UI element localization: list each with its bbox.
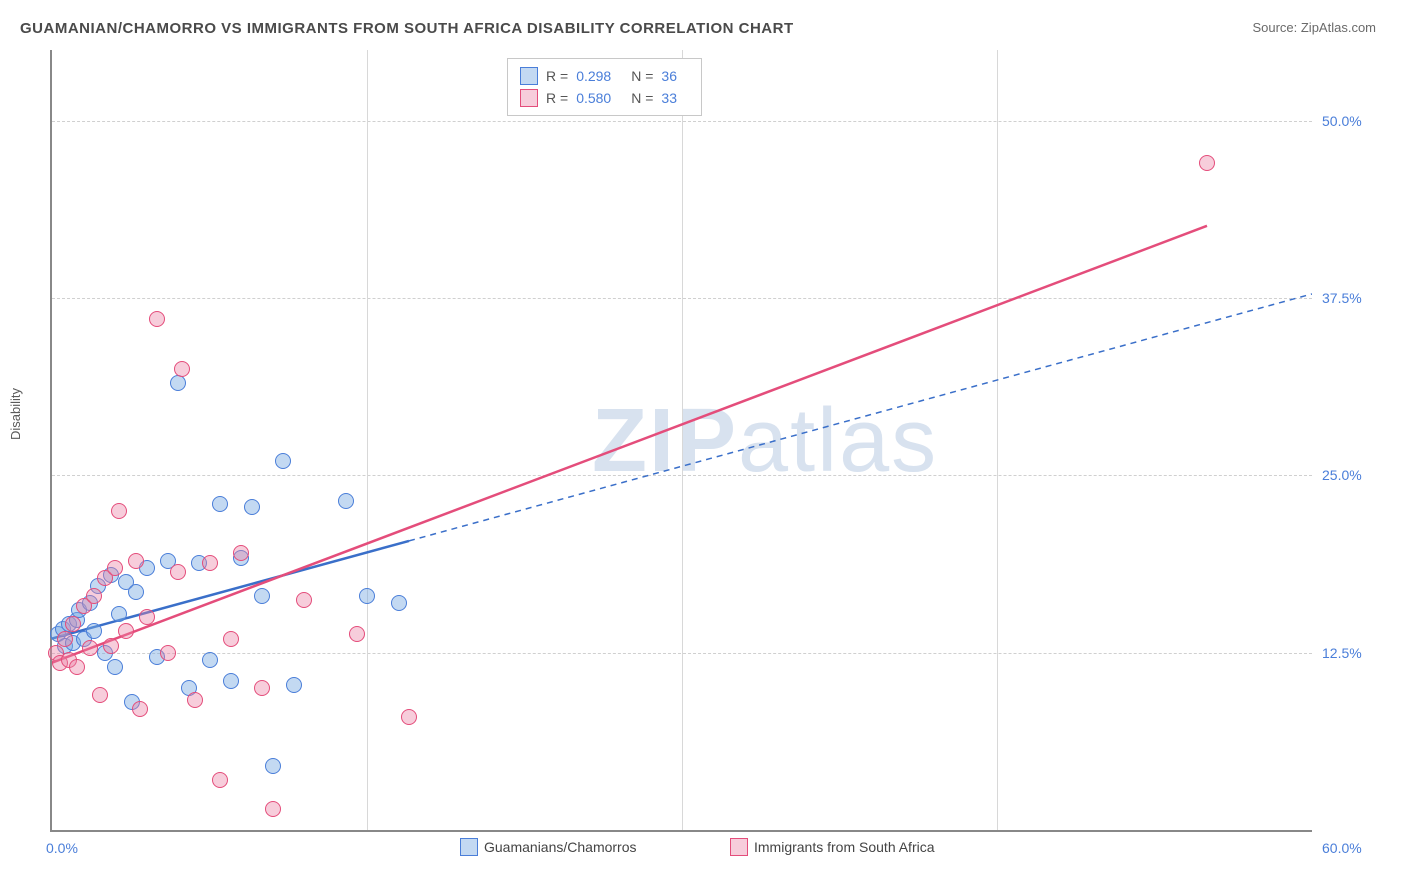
legend-label-southafrica: Immigrants from South Africa: [754, 839, 935, 855]
scatter-point-southafrica: [233, 545, 249, 561]
scatter-point-southafrica: [128, 553, 144, 569]
y-tick-label: 25.0%: [1322, 467, 1362, 483]
scatter-point-guamanian: [170, 375, 186, 391]
trendline-southafrica: [52, 226, 1207, 663]
stat-r-label: R =: [546, 65, 568, 87]
scatter-point-guamanian: [202, 652, 218, 668]
scatter-point-guamanian: [244, 499, 260, 515]
scatter-point-guamanian: [212, 496, 228, 512]
swatch-southafrica: [520, 89, 538, 107]
watermark: ZIPatlas: [592, 390, 938, 493]
scatter-point-southafrica: [349, 626, 365, 642]
scatter-point-southafrica: [265, 801, 281, 817]
scatter-point-southafrica: [187, 692, 203, 708]
stat-n-label: N =: [631, 65, 653, 87]
chart-title: GUAMANIAN/CHAMORRO VS IMMIGRANTS FROM SO…: [20, 20, 794, 37]
scatter-point-southafrica: [57, 631, 73, 647]
stat-r-value-guamanian: 0.298: [576, 65, 611, 87]
scatter-point-southafrica: [160, 645, 176, 661]
legend-swatch-guamanian: [460, 838, 478, 856]
scatter-point-southafrica: [103, 638, 119, 654]
stats-row-guamanian: R = 0.298 N = 36: [520, 65, 689, 87]
scatter-point-southafrica: [223, 631, 239, 647]
swatch-guamanian: [520, 67, 538, 85]
scatter-point-southafrica: [107, 560, 123, 576]
stats-row-southafrica: R = 0.580 N = 33: [520, 87, 689, 109]
stat-n-value-southafrica: 33: [661, 87, 677, 109]
y-tick-label: 37.5%: [1322, 290, 1362, 306]
stat-n-value-guamanian: 36: [661, 65, 677, 87]
scatter-point-guamanian: [275, 453, 291, 469]
scatter-point-southafrica: [212, 772, 228, 788]
trendline-guamanian: [52, 541, 409, 639]
gridline-vertical: [682, 50, 683, 830]
scatter-point-southafrica: [92, 687, 108, 703]
scatter-point-southafrica: [174, 361, 190, 377]
stats-box: R = 0.298 N = 36 R = 0.580 N = 33: [507, 58, 702, 116]
legend-swatch-southafrica: [730, 838, 748, 856]
scatter-point-guamanian: [338, 493, 354, 509]
stat-n-label: N =: [631, 87, 653, 109]
gridline-vertical: [367, 50, 368, 830]
scatter-point-guamanian: [128, 584, 144, 600]
source-label: Source: ZipAtlas.com: [1252, 20, 1376, 35]
scatter-point-guamanian: [359, 588, 375, 604]
scatter-point-southafrica: [82, 640, 98, 656]
plot-area: ZIPatlas R = 0.298 N = 36 R = 0.580 N = 33: [50, 50, 1312, 832]
scatter-point-southafrica: [202, 555, 218, 571]
scatter-point-southafrica: [149, 311, 165, 327]
scatter-point-southafrica: [254, 680, 270, 696]
scatter-point-southafrica: [1199, 155, 1215, 171]
y-tick-label: 12.5%: [1322, 645, 1362, 661]
scatter-point-guamanian: [111, 606, 127, 622]
scatter-point-southafrica: [69, 659, 85, 675]
scatter-point-southafrica: [296, 592, 312, 608]
legend-item-southafrica: Immigrants from South Africa: [730, 838, 935, 856]
scatter-point-guamanian: [86, 623, 102, 639]
x-max-label: 60.0%: [1322, 840, 1362, 856]
legend-item-guamanian: Guamanians/Chamorros: [460, 838, 637, 856]
scatter-point-southafrica: [170, 564, 186, 580]
scatter-point-guamanian: [286, 677, 302, 693]
trendline-extrapolated-guamanian: [409, 294, 1312, 541]
scatter-point-guamanian: [265, 758, 281, 774]
scatter-point-guamanian: [223, 673, 239, 689]
scatter-point-southafrica: [132, 701, 148, 717]
stat-r-value-southafrica: 0.580: [576, 87, 611, 109]
scatter-point-southafrica: [111, 503, 127, 519]
stat-r-label: R =: [546, 87, 568, 109]
scatter-point-southafrica: [139, 609, 155, 625]
x-min-label: 0.0%: [46, 840, 78, 856]
scatter-point-guamanian: [254, 588, 270, 604]
y-axis-label: Disability: [8, 388, 23, 440]
scatter-point-southafrica: [86, 588, 102, 604]
scatter-point-guamanian: [391, 595, 407, 611]
gridline-vertical: [997, 50, 998, 830]
scatter-point-southafrica: [65, 616, 81, 632]
scatter-point-southafrica: [118, 623, 134, 639]
y-tick-label: 50.0%: [1322, 113, 1362, 129]
scatter-point-guamanian: [107, 659, 123, 675]
legend-label-guamanian: Guamanians/Chamorros: [484, 839, 637, 855]
scatter-point-southafrica: [401, 709, 417, 725]
